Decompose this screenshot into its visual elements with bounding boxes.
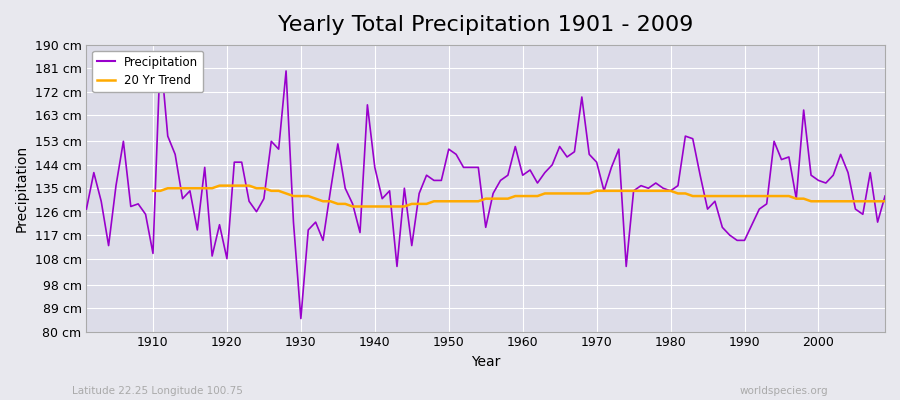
X-axis label: Year: Year	[471, 355, 500, 369]
Text: worldspecies.org: worldspecies.org	[740, 386, 828, 396]
Legend: Precipitation, 20 Yr Trend: Precipitation, 20 Yr Trend	[93, 51, 203, 92]
Text: Latitude 22.25 Longitude 100.75: Latitude 22.25 Longitude 100.75	[72, 386, 243, 396]
Title: Yearly Total Precipitation 1901 - 2009: Yearly Total Precipitation 1901 - 2009	[278, 15, 693, 35]
Y-axis label: Precipitation: Precipitation	[15, 145, 29, 232]
